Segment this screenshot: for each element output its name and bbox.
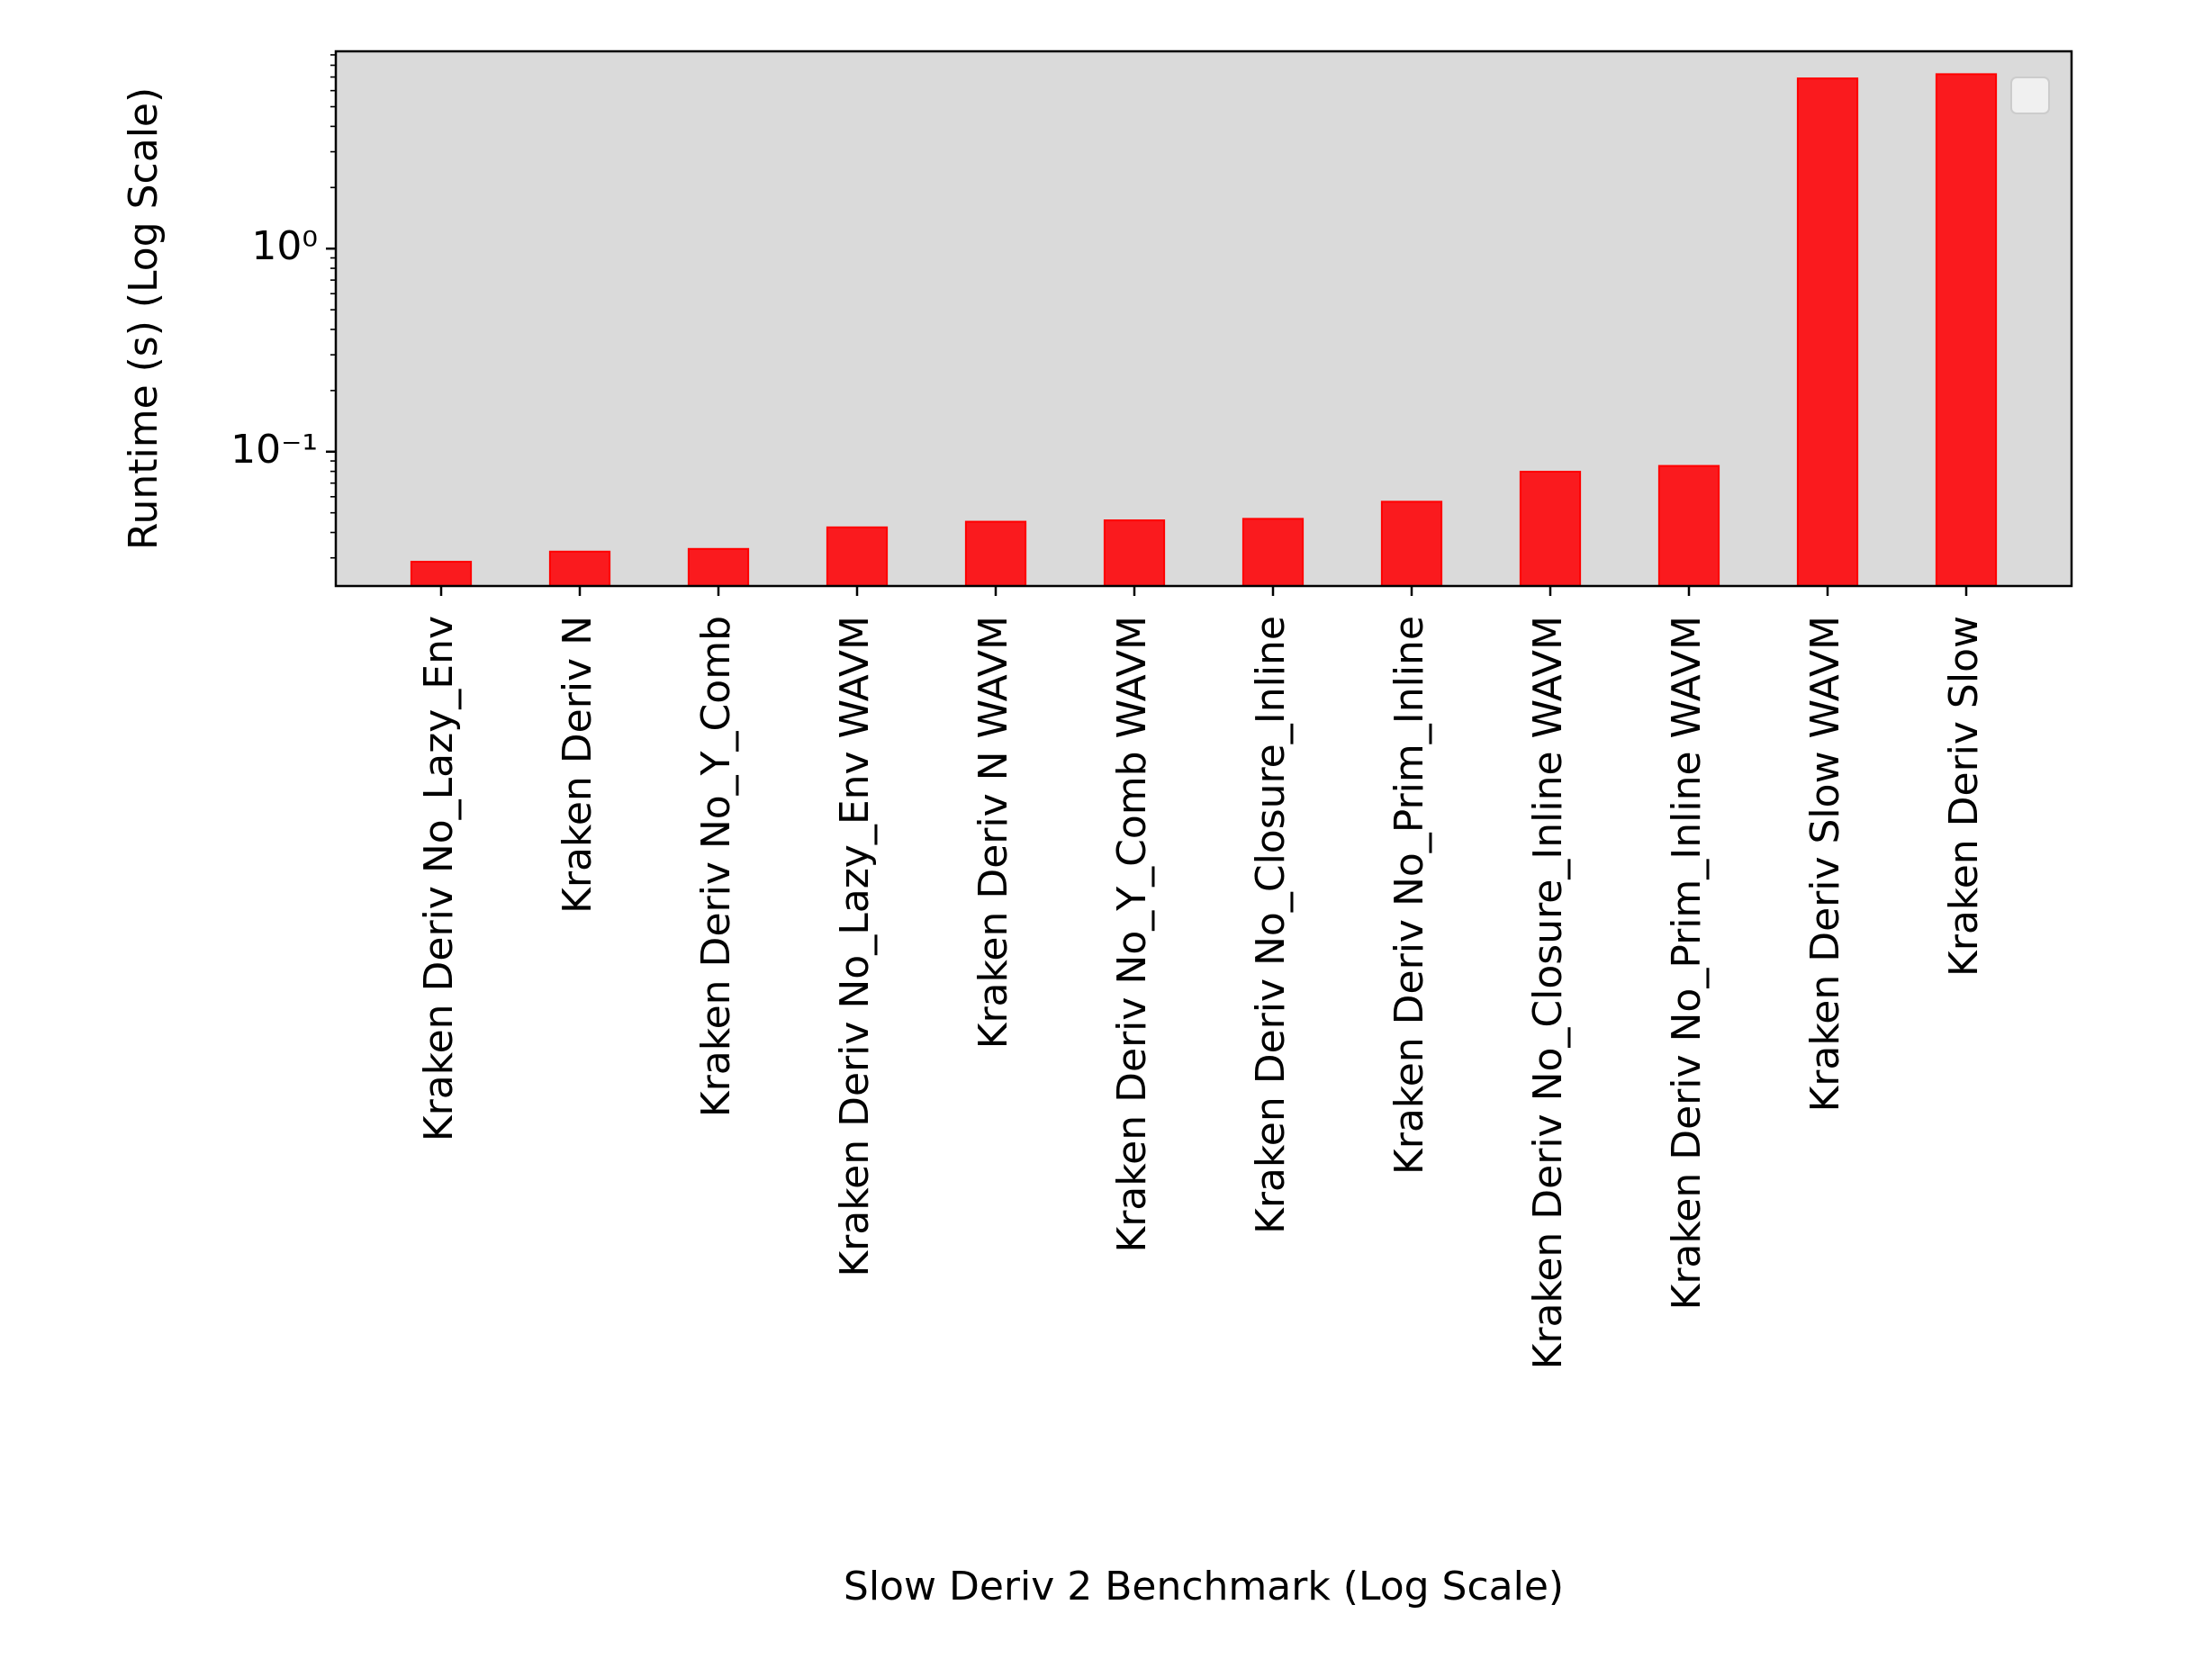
y-tick-label: 10⁻¹ [230,427,318,473]
bar [687,547,750,588]
plot-area [336,51,2072,586]
x-tick-label: Kraken Deriv N WAVM [971,616,1016,1049]
bar [826,526,889,588]
y-tick-label: 10⁰ [251,223,318,269]
x-tick-label: Kraken Deriv No_Prim_Inline [1386,616,1432,1175]
plot-frame [334,50,2073,588]
bar [1935,73,1998,588]
bar [1657,464,1720,587]
x-tick-label: Kraken Deriv N [555,616,600,914]
x-tick-label: Kraken Deriv No_Closure_Inline WAVM [1525,616,1571,1369]
x-axis-label: Slow Deriv 2 Benchmark (Log Scale) [844,1564,1564,1609]
x-tick-label: Kraken Deriv No_Lazy_Env [416,616,462,1141]
x-tick-label: Kraken Deriv No_Lazy_Env WAVM [832,616,878,1277]
x-tick-label: Kraken Deriv Slow [1941,616,1987,977]
x-tick-label: Kraken Deriv No_Y_Comb [693,616,739,1117]
legend-box [2010,77,2050,114]
x-tick-label: Kraken Deriv No_Closure_Inline [1248,616,1294,1234]
bar [1796,77,1859,587]
y-axis-label: Runtime (s) (Log Scale) [121,87,167,550]
x-tick-label: Kraken Deriv No_Y_Comb WAVM [1109,616,1155,1253]
bar [964,520,1027,588]
bar [1241,518,1305,587]
x-tick-label: Kraken Deriv Slow WAVM [1802,616,1848,1113]
bar [410,561,473,587]
bar [1380,500,1443,588]
bar [548,550,611,587]
x-tick-label: Kraken Deriv No_Prim_Inline WAVM [1664,616,1710,1311]
bar [1519,471,1582,587]
bar [1103,519,1166,587]
